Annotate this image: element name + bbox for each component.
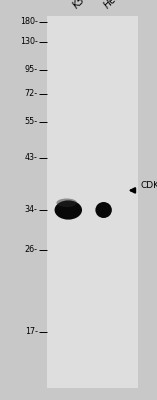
Text: 180-: 180- — [20, 18, 38, 26]
Text: 26-: 26- — [25, 246, 38, 254]
Text: 34-: 34- — [25, 206, 38, 214]
Text: 17-: 17- — [25, 328, 38, 336]
Ellipse shape — [56, 198, 77, 207]
Text: 95-: 95- — [24, 66, 38, 74]
Text: 130-: 130- — [20, 38, 38, 46]
Text: K562: K562 — [71, 0, 95, 10]
Text: 72-: 72- — [24, 90, 38, 98]
Text: 43-: 43- — [25, 154, 38, 162]
Bar — [47, 16, 138, 388]
Ellipse shape — [55, 200, 82, 220]
Text: Hela: Hela — [102, 0, 125, 10]
Ellipse shape — [95, 202, 112, 218]
Text: CDK6: CDK6 — [141, 181, 157, 190]
Text: 55-: 55- — [24, 118, 38, 126]
